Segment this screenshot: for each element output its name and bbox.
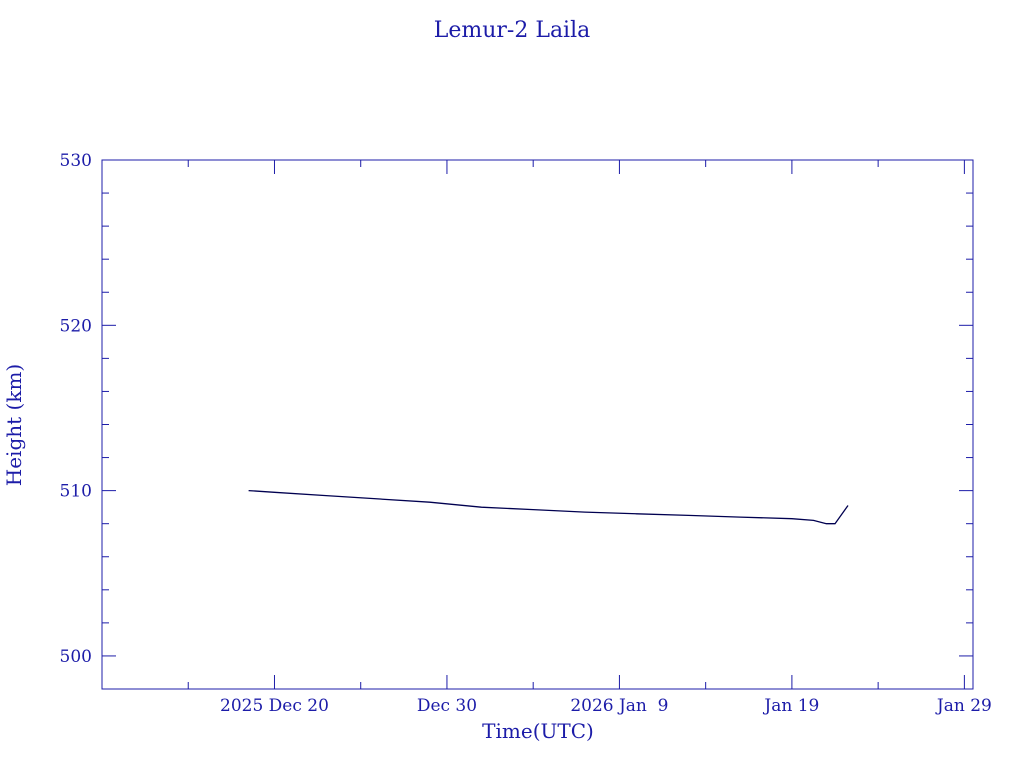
y-tick-label: 520 bbox=[60, 316, 92, 336]
x-tick-label: Jan 19 bbox=[762, 696, 819, 716]
x-axis-label: Time(UTC) bbox=[482, 719, 594, 743]
y-axis: 500 510 520 530 bbox=[60, 151, 973, 690]
x-tick-label: 2026 Jan 9 bbox=[570, 696, 668, 716]
x-axis: 2025 Dec 20 Dec 30 2026 Jan 9 Jan 19 Jan 29 bbox=[187, 160, 992, 716]
height-series-line bbox=[248, 489, 849, 525]
y-tick-label: 500 bbox=[60, 647, 92, 667]
series-group bbox=[248, 489, 849, 525]
chart-title: Lemur-2 Laila bbox=[434, 18, 591, 43]
y-axis-label: Height (km) bbox=[2, 364, 26, 486]
plot-frame bbox=[101, 159, 974, 690]
x-tick-label: Jan 29 bbox=[935, 696, 992, 716]
y-tick-label: 510 bbox=[60, 482, 92, 502]
x-tick-label: Dec 30 bbox=[417, 696, 477, 716]
y-tick-label: 530 bbox=[60, 151, 92, 171]
x-tick-label: 2025 Dec 20 bbox=[220, 696, 329, 716]
